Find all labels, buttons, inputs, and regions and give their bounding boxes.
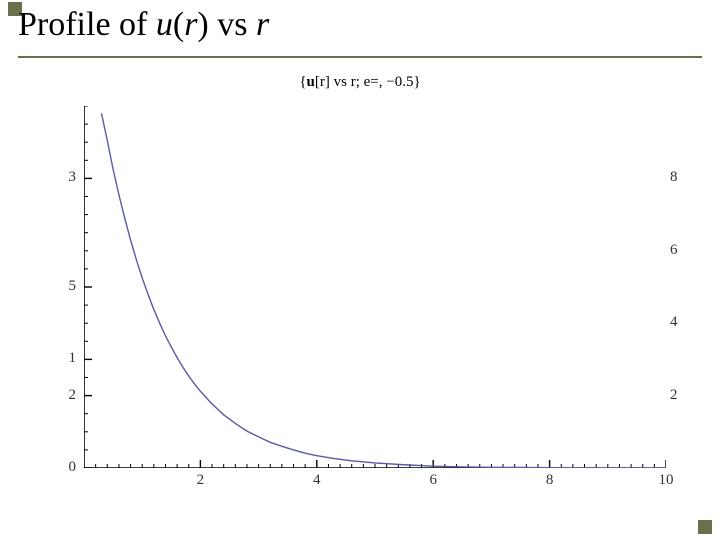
plot-svg: [84, 106, 666, 468]
y-tick-label-right: 4: [670, 314, 692, 331]
y-tick-label-left: 1: [54, 350, 76, 367]
x-tick-label: 6: [429, 472, 437, 489]
y-tick-label-right: 6: [670, 242, 692, 259]
x-tick-label: 2: [197, 472, 205, 489]
y-tick-label-left: 5: [54, 278, 76, 295]
slide-title: Profile of u(r) vs r: [18, 6, 702, 58]
y-tick-label-left: 2: [54, 387, 76, 404]
corner-accent-bottom-right: [698, 520, 712, 534]
x-tick-label: 10: [659, 472, 674, 489]
x-tick-label: 4: [313, 472, 321, 489]
x-tick-label: 8: [546, 472, 554, 489]
y-tick-label-right: 8: [670, 169, 692, 186]
caption-rest: [r] vs r; e=, −0.5}: [315, 74, 421, 90]
chart-caption: {u[r] vs r; e=, −0.5}: [0, 74, 720, 91]
slide-title-text: Profile of u(r) vs r: [18, 6, 269, 43]
caption-bold: u: [307, 74, 315, 90]
y-tick-label-left: 0: [54, 459, 76, 476]
slide-root: Profile of u(r) vs r {u[r] vs r; e=, −0.…: [0, 0, 720, 540]
plot-frame: 246810021532468: [54, 106, 666, 488]
y-tick-label-right: 2: [670, 387, 692, 404]
y-tick-label-left: 3: [54, 169, 76, 186]
caption-open: {: [299, 74, 306, 90]
title-underline: [18, 56, 702, 58]
